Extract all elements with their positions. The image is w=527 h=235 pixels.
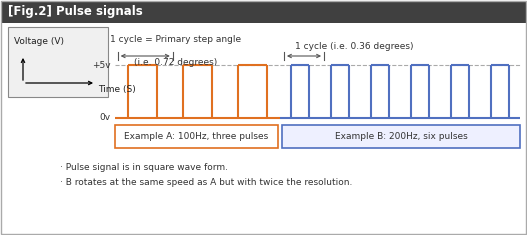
Text: Time (S): Time (S) (98, 85, 136, 94)
Bar (282, 125, 520, 148)
Text: (i.e. 0.72 degrees): (i.e. 0.72 degrees) (134, 58, 217, 67)
Text: [Fig.2] Pulse signals: [Fig.2] Pulse signals (8, 5, 143, 19)
Text: · B rotates at the same speed as A but with twice the resolution.: · B rotates at the same speed as A but w… (60, 178, 353, 187)
Text: 1 cycle = Primary step angle: 1 cycle = Primary step angle (110, 35, 241, 44)
Text: Voltage (V): Voltage (V) (14, 37, 64, 46)
Text: +5v: +5v (92, 60, 111, 70)
Bar (8, 27, 108, 97)
Text: 1 cycle (i.e. 0.36 degrees): 1 cycle (i.e. 0.36 degrees) (295, 42, 413, 51)
Text: Example B: 200Hz, six pulses: Example B: 200Hz, six pulses (335, 132, 467, 141)
Bar (1, 1, 526, 23)
Text: 0v: 0v (100, 114, 111, 122)
Text: · Pulse signal is in square wave form.: · Pulse signal is in square wave form. (60, 163, 228, 172)
Bar (115, 125, 278, 148)
Text: Example A: 100Hz, three pulses: Example A: 100Hz, three pulses (124, 132, 269, 141)
